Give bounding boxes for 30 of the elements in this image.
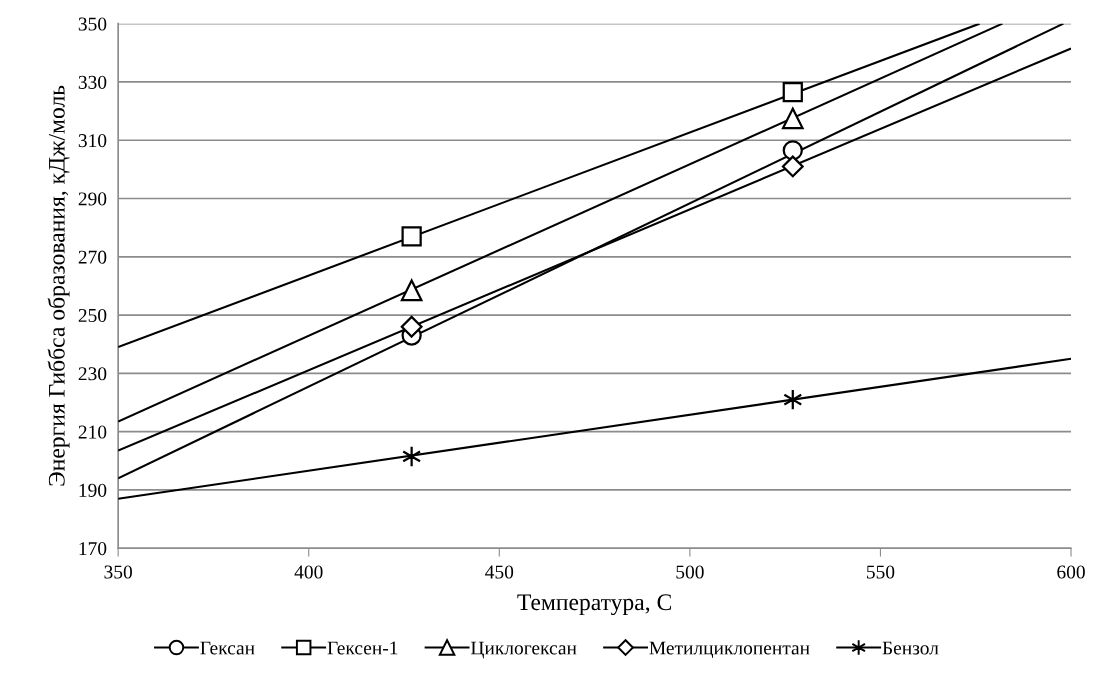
x-tick-label: 400	[294, 565, 323, 579]
y-tick-label: 330	[78, 75, 107, 89]
x-tick-label: 350	[104, 565, 132, 579]
y-tick-label: 350	[78, 17, 107, 31]
y-tick-label: 270	[78, 250, 107, 264]
y-tick-label: 190	[79, 483, 107, 497]
y-tick-label: 170	[79, 542, 107, 556]
point	[781, 107, 804, 130]
y-tick-label: 290	[78, 192, 107, 206]
point	[400, 279, 423, 302]
y-tick-label: 310	[78, 134, 107, 148]
legend-label: Метилциклопентан	[649, 641, 810, 659]
x-tick-label: 600	[1057, 565, 1085, 579]
y-tick-label: 250	[78, 308, 107, 323]
point	[781, 155, 804, 178]
y-tick-label: 230	[78, 367, 107, 381]
point	[782, 140, 803, 161]
x-tick-label: 450	[485, 565, 514, 579]
point	[782, 82, 803, 103]
y-axis-title: Энергия Гиббса образования, кДж/моль	[47, 85, 70, 486]
y-tick-label: 210	[78, 425, 107, 439]
legend-label: Циклогексан	[470, 641, 577, 659]
legend-label: Гексан	[200, 641, 255, 655]
point	[401, 226, 422, 247]
legend-label: Бензол	[882, 641, 939, 655]
point	[400, 315, 423, 338]
legend-label: Гексен-1	[327, 641, 398, 655]
x-tick-label: 500	[676, 565, 704, 579]
x-axis-title: Температура, С	[517, 594, 671, 616]
x-tick-label: 550	[867, 565, 895, 579]
